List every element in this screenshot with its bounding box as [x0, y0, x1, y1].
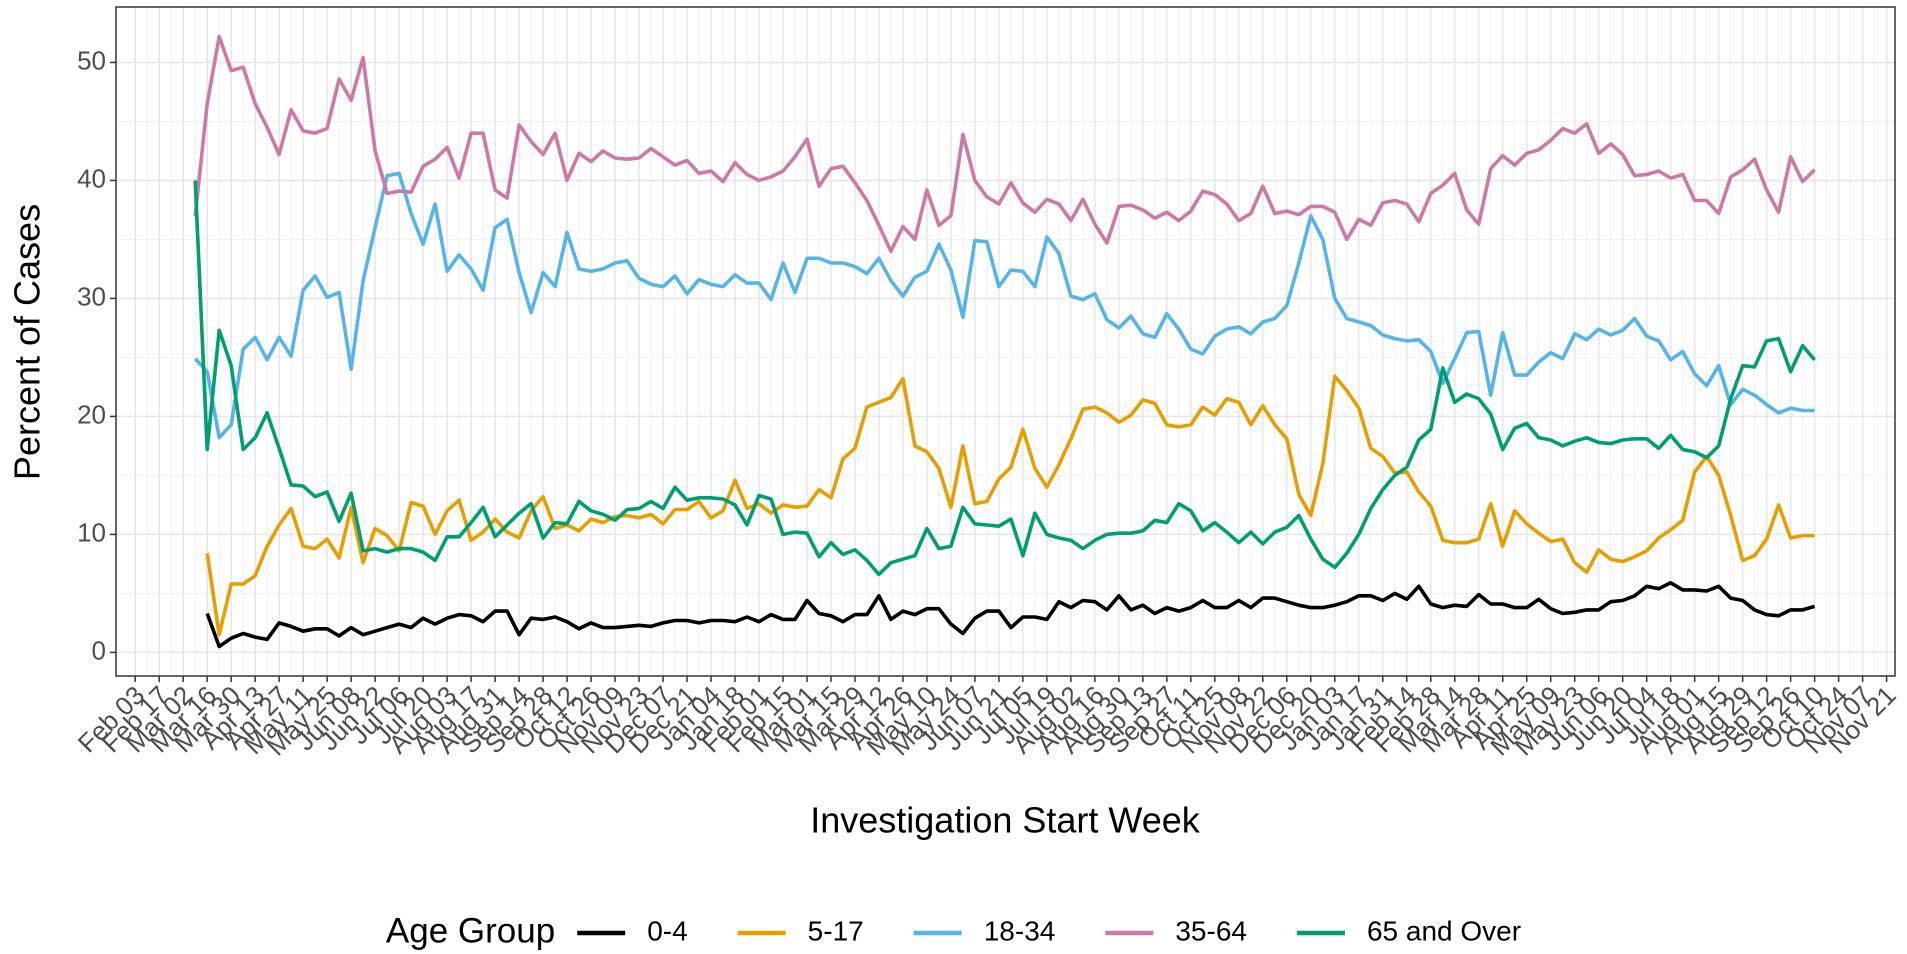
series-line	[193, 180, 1816, 577]
series-line	[193, 34, 1816, 253]
series-line	[193, 171, 1815, 440]
legend-label: 35-64	[1175, 915, 1247, 946]
x-axis-title: Investigation Start Week	[810, 800, 1201, 841]
legend: Age Group 0-4 5-17 18-34 35-64 65 and Over	[386, 911, 1521, 950]
legend-label: 18-34	[984, 915, 1056, 946]
legend-title: Age Group	[386, 911, 555, 950]
y-tick-label: 40	[77, 163, 106, 193]
panel-border	[115, 6, 1896, 677]
series-line	[205, 374, 1815, 637]
y-tick-label: 10	[77, 517, 106, 547]
legend-label: 5-17	[808, 915, 864, 946]
series-line	[205, 581, 1816, 649]
legend-label: 0-4	[647, 915, 687, 946]
plot-background	[116, 7, 1895, 676]
y-tick-label: 0	[92, 635, 106, 665]
y-tick-label: 20	[77, 399, 106, 429]
y-tick-label: 30	[77, 281, 106, 311]
y-tick-label: 50	[77, 45, 106, 75]
legend-label: 65 and Over	[1367, 915, 1521, 946]
y-axis-title: Percent of Cases	[7, 204, 48, 480]
